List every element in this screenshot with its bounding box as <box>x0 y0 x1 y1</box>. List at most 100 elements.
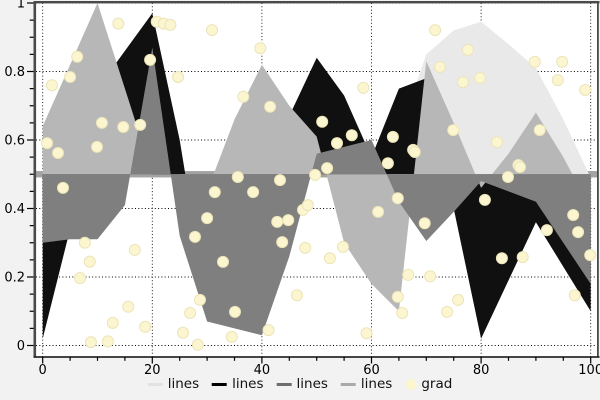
x-tick-label: 60 <box>363 363 380 378</box>
scatter-marker <box>64 71 77 83</box>
legend-label: lines <box>360 376 393 392</box>
scatter-marker <box>237 90 250 103</box>
scatter-marker <box>41 137 54 150</box>
scatter-marker <box>144 53 157 66</box>
scatter-marker <box>46 79 58 92</box>
scatter-marker <box>206 24 218 37</box>
y-tick-label: 0.4 <box>4 202 25 217</box>
scatter-marker <box>568 289 581 302</box>
scatter-marker <box>345 129 358 142</box>
scatter-marker <box>112 17 125 30</box>
scatter-marker <box>177 326 189 339</box>
scatter-marker <box>74 272 86 284</box>
scatter-marker <box>52 147 64 159</box>
scatter-marker <box>540 224 553 237</box>
scatter-marker <box>533 124 546 137</box>
scatter-marker <box>478 193 491 206</box>
scatter-marker <box>572 226 585 239</box>
scatter-marker <box>441 305 454 318</box>
scatter-marker <box>201 212 214 225</box>
legend-swatch-dimgray-line <box>276 383 292 387</box>
y-tick-label: 0.8 <box>4 65 25 80</box>
scatter-marker <box>402 268 415 281</box>
scatter-marker <box>396 307 409 319</box>
right-spine <box>597 1 599 357</box>
scatter-marker <box>316 115 329 128</box>
scatter-marker <box>217 255 229 268</box>
legend-item-lines-2: lines <box>212 376 264 392</box>
legend-item-lines-1: lines <box>147 376 200 392</box>
scatter-marker <box>528 55 541 68</box>
x-tick-label: 40 <box>254 363 271 378</box>
scatter-marker <box>391 290 404 303</box>
scatter-marker <box>91 140 103 153</box>
scatter-marker <box>381 157 394 170</box>
scatter-marker <box>418 217 431 230</box>
x-tick-label: 100 <box>578 363 600 378</box>
scatter-marker <box>461 43 474 56</box>
scatter-marker <box>579 84 592 96</box>
scatter-marker <box>357 81 370 94</box>
scatter-marker <box>262 324 275 337</box>
scatter-marker <box>95 116 108 129</box>
scatter-marker <box>276 236 289 249</box>
scatter-marker <box>57 181 69 194</box>
scatter-marker <box>271 215 284 228</box>
scatter-marker <box>164 18 177 31</box>
scatter-marker <box>291 289 303 302</box>
scatter-marker <box>424 270 437 283</box>
scatter-marker <box>434 61 446 73</box>
legend: lines lines lines lines grad <box>147 376 453 392</box>
scatter-marker <box>474 72 486 84</box>
legend-label: lines <box>167 376 200 392</box>
scatter-marker <box>457 76 469 89</box>
scatter-marker <box>208 186 221 199</box>
top-spine <box>33 1 600 4</box>
scatter-marker <box>321 162 334 175</box>
scatter-marker <box>229 305 241 318</box>
scatter-marker <box>337 240 349 253</box>
scatter-marker <box>83 255 96 268</box>
scatter-marker <box>139 320 152 333</box>
legend-label: grad <box>421 376 453 392</box>
scatter-marker <box>122 300 135 313</box>
scatter-marker <box>299 241 312 254</box>
scatter-marker <box>495 252 508 265</box>
scatter-marker <box>502 171 514 183</box>
legend-item-lines-3: lines <box>276 376 328 392</box>
scatter-marker <box>106 316 119 329</box>
scatter-marker <box>584 249 597 262</box>
scatter-marker <box>323 252 336 265</box>
left-spine <box>33 1 37 357</box>
scatter-marker <box>78 236 91 249</box>
x-tick-label: 0 <box>39 363 47 378</box>
scatter-marker <box>331 137 343 150</box>
scatter-marker <box>556 55 569 68</box>
legend-label: lines <box>232 376 264 392</box>
legend-swatch-black-line <box>212 383 228 387</box>
y-tick-label: 1 <box>17 0 25 12</box>
legend-label: lines <box>296 376 328 392</box>
scatter-marker <box>194 293 206 306</box>
x-tick-label: 20 <box>144 363 161 378</box>
scatter-marker <box>134 118 147 131</box>
scatter-marker <box>247 186 260 199</box>
scatter-marker <box>71 50 84 63</box>
scatter-marker <box>225 330 238 343</box>
scatter-marker <box>551 74 564 87</box>
scatter-marker <box>391 192 404 205</box>
scatter-marker <box>117 121 130 133</box>
scatter-marker <box>264 100 277 113</box>
scatter-marker <box>372 205 385 218</box>
scatter-marker <box>567 209 580 221</box>
scatter-marker <box>274 174 286 187</box>
y-tick-label: 0.2 <box>4 271 25 286</box>
scatter-marker <box>360 327 373 340</box>
scatter-marker <box>408 146 421 158</box>
scatter-marker <box>516 251 529 264</box>
legend-swatch-light-line <box>147 383 163 387</box>
scatter-marker <box>282 214 295 227</box>
scatter-marker <box>429 24 442 37</box>
